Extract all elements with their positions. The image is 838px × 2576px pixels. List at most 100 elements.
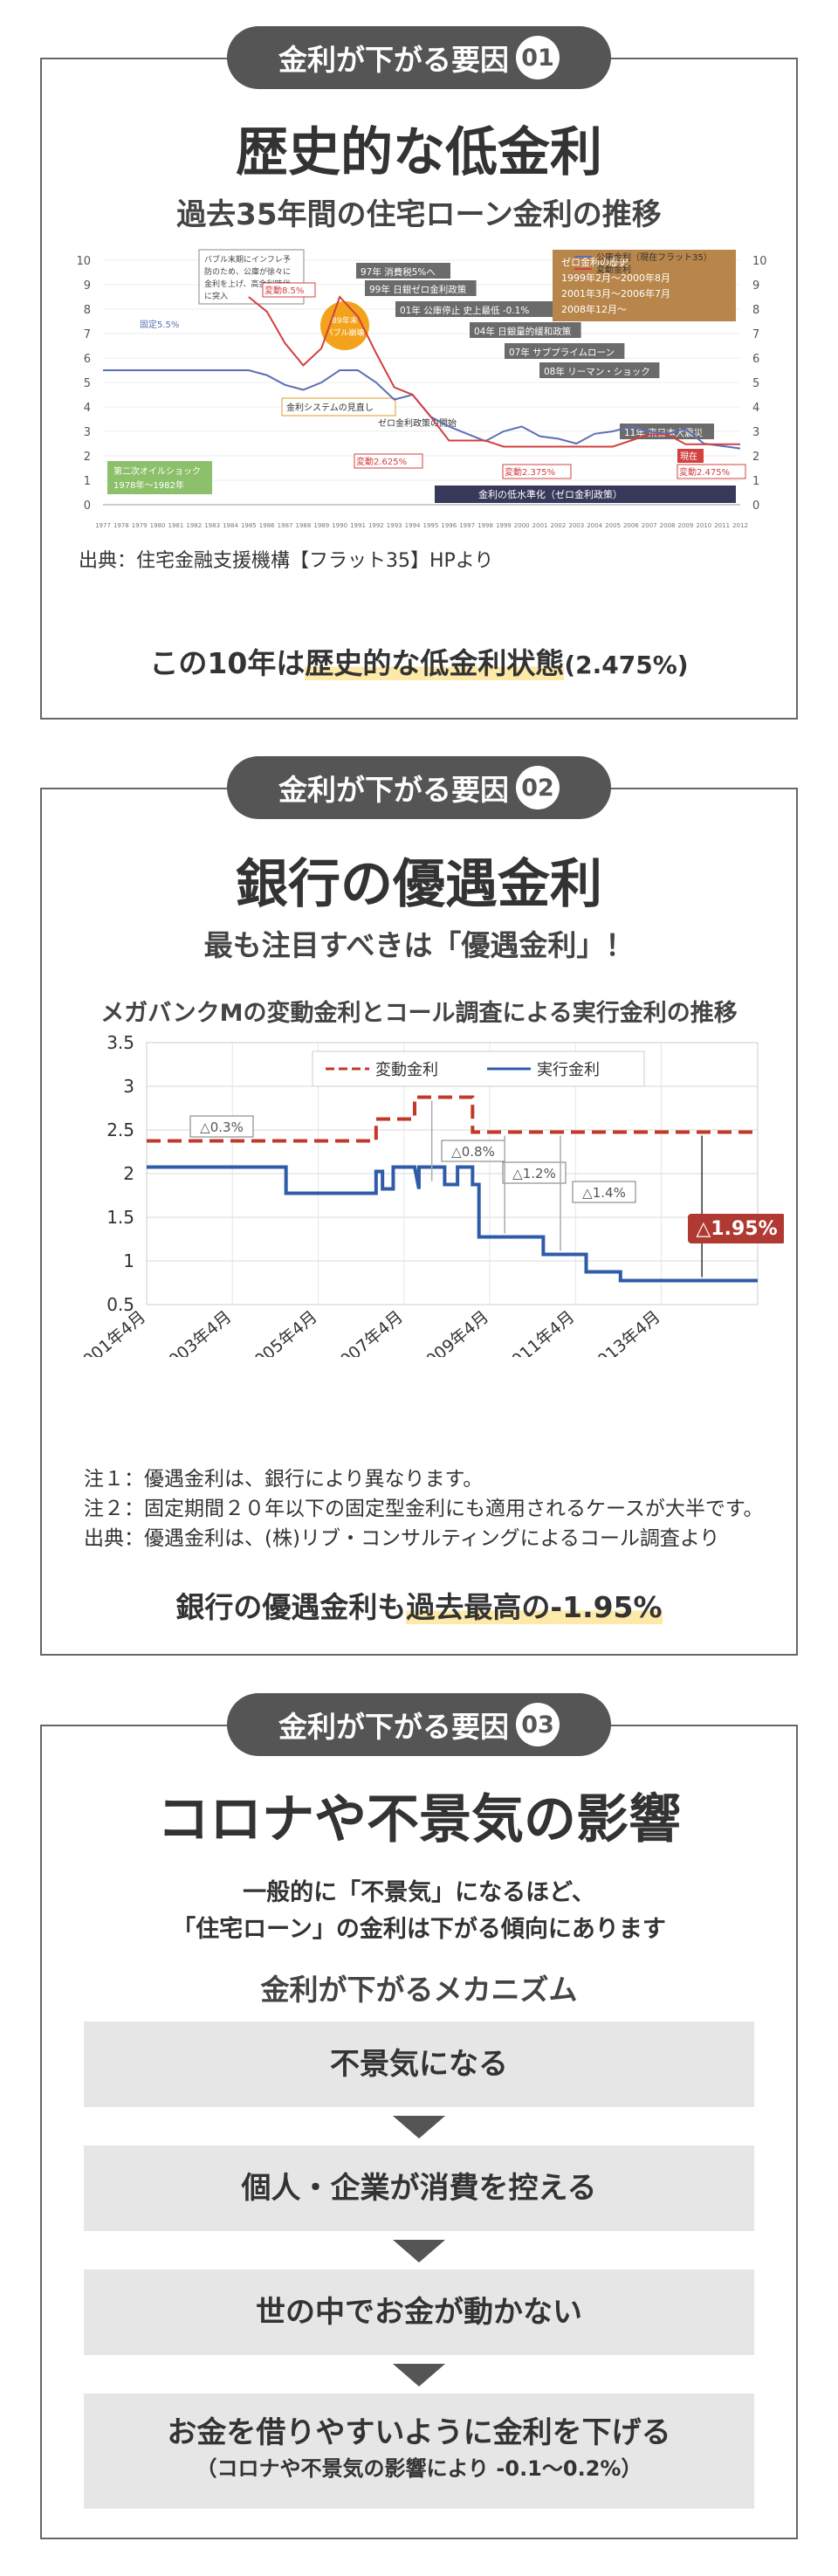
section-title: コロナや不景気の影響	[157, 1789, 681, 1850]
x-tick-label: 2011	[714, 522, 730, 529]
delta-callout	[189, 1115, 254, 1138]
x-tick-label: 2011年4月	[500, 1307, 579, 1357]
x-tick-label: 2002	[551, 522, 567, 529]
x-tick-label: 1983	[204, 522, 220, 529]
variable-rate-callout-label: 変動2.475%	[679, 466, 730, 478]
legend-executed-label: 実行金利	[537, 1061, 600, 1079]
note-2: 注２：固定期間２０年以下の固定型金利にも適用されるケースが大半です。	[84, 1498, 764, 1520]
zero-rate-history-box	[553, 250, 736, 321]
oil-shock-title: 第二次オイルショック	[113, 465, 201, 477]
down-arrow-icon	[393, 2116, 445, 2139]
pill-number: 02	[516, 766, 560, 809]
x-tick-label: 1992	[368, 522, 384, 529]
flow-step-1: 不景気になる	[84, 2022, 754, 2107]
y-tick-label: 3	[123, 1076, 134, 1097]
x-tick-label: 1980	[150, 522, 166, 529]
down-arrow-icon	[393, 2240, 445, 2263]
event-box	[365, 280, 477, 296]
series-line-variable	[248, 295, 740, 448]
pill-text: 金利が下がる要因	[278, 43, 509, 77]
x-tick-label: 1994	[405, 522, 421, 529]
flow-step-2: 個人・企業が消費を控える	[84, 2146, 754, 2231]
variable-rate-callout	[354, 453, 423, 469]
flow-step-3: 世の中でお金が動かない	[84, 2269, 754, 2355]
variable-rate-callout-label: 変動2.625%	[356, 456, 407, 467]
x-tick-label: 1979	[132, 522, 148, 529]
legend-variable-label: 変動金利	[375, 1061, 438, 1079]
x-tick-label: 1999	[496, 522, 512, 529]
current-badge	[677, 449, 704, 463]
note-bubble-line: に突入	[204, 291, 228, 301]
x-tick-label: 1988	[296, 522, 312, 529]
series-line-variable	[147, 1095, 758, 1143]
x-tick-label: 2003	[568, 522, 584, 529]
y-tick-label-left: 1	[84, 475, 91, 488]
zero-rate-history-title: ゼロ金利の歴史	[561, 256, 628, 268]
flow-step-label: 不景気になる	[330, 2047, 508, 2082]
note-bubble-line: 防のため、公庫が徐々に	[204, 266, 291, 277]
y-tick-label-left: 5	[84, 377, 91, 390]
y-tick-label: 2.5	[106, 1119, 134, 1140]
y-tick-label-left: 7	[84, 328, 91, 341]
x-tick-label: 2005	[605, 522, 621, 529]
delta-callout	[441, 1140, 505, 1162]
event-label: 07年 サブプライムローン	[509, 347, 615, 358]
y-tick-label-left: 10	[76, 255, 91, 268]
bubble-burst-label: バブル崩壊	[325, 327, 364, 338]
x-tick-label: 2003年4月	[157, 1307, 236, 1357]
low-rate-era-bar	[435, 486, 736, 503]
section-title: 歴史的な低金利	[236, 122, 602, 183]
x-tick-label: 2009	[678, 522, 694, 529]
summary-pre: この10年は	[149, 646, 306, 680]
x-tick-label: 1989	[313, 522, 329, 529]
summary-post: (2.475%)	[564, 651, 689, 679]
plot-frame	[146, 1042, 759, 1305]
y-tick-label-right: 2	[752, 451, 759, 464]
y-tick-label-right: 3	[752, 426, 759, 439]
event-label: 01年 公庫停止 史上最低 -0.1%	[400, 305, 529, 316]
y-tick-label-right: 0	[752, 499, 759, 513]
variable-rate-callout-label: 変動8.5%	[264, 285, 304, 296]
y-tick-label-right: 8	[752, 304, 759, 317]
zero-rate-history-3: 2008年12月～	[561, 303, 627, 315]
x-tick-label: 2001	[532, 522, 548, 529]
historical-rate-chart: 0 0 1 1 2 2 3 3 4 4 5 5 6 6 7 7 8 8 9 9 10 10 97年 消費税5%へ 99年 日銀…	[76, 249, 767, 529]
x-tick-label: 2000	[514, 522, 530, 529]
delta-main-badge	[688, 1214, 784, 1243]
x-tick-label: 2005年4月	[243, 1307, 321, 1357]
y-tick-label: 3.5	[106, 1034, 134, 1053]
variable-rate-callout	[677, 464, 746, 479]
y-tick-label-left: 9	[84, 279, 91, 293]
x-tick-label: 1993	[387, 522, 402, 529]
x-tick-label: 1984	[223, 522, 238, 529]
current-badge-label: 現在	[680, 451, 697, 462]
y-tick-label-left: 4	[84, 402, 91, 415]
flow-step-label: 個人・企業が消費を控える	[241, 2171, 597, 2206]
x-tick-label: 1997	[459, 522, 475, 529]
y-tick-label-left: 3	[84, 426, 91, 439]
delta-callout-label: △1.4%	[582, 1185, 626, 1201]
y-tick-label-left: 0	[84, 499, 91, 513]
event-box	[395, 301, 567, 317]
x-tick-label: 2013年4月	[586, 1307, 664, 1357]
section-preferential-rate: 金利が下がる要因 02 銀行の優遇金利 最も注目すべきは「優遇金利」！ メガバン…	[40, 756, 798, 1656]
note-1: 注１：優遇金利は、銀行により異なります。	[84, 1468, 484, 1491]
delta-callout-label: △0.3%	[200, 1119, 244, 1135]
low-rate-era-label: 金利の低水準化（ゼロ金利政策）	[478, 488, 622, 500]
section-summary: 銀行の優遇金利も過去最高の-1.95%	[42, 1584, 796, 1626]
summary-highlight: 歴史的な低金利状態	[305, 646, 565, 680]
legend-variable-label: 変動金利	[596, 264, 631, 275]
y-tick-label-left: 6	[84, 353, 91, 366]
delta-callout	[502, 1161, 567, 1184]
series-line-executed	[147, 1165, 758, 1283]
legend-fixed-label: 公庫金利（現在フラット35）	[596, 251, 712, 263]
flow-step-label: 世の中でお金が動かない	[256, 2295, 582, 2330]
y-tick-label-right: 6	[752, 353, 759, 366]
section-summary: この10年は歴史的な低金利状態(2.475%)	[42, 640, 796, 682]
event-box	[505, 343, 625, 359]
x-tick-label: 1982	[186, 522, 202, 529]
oil-shock-period: 1978年～1982年	[113, 479, 184, 491]
x-tick-label: 2006	[623, 522, 639, 529]
x-tick-label: 1990	[332, 522, 347, 529]
